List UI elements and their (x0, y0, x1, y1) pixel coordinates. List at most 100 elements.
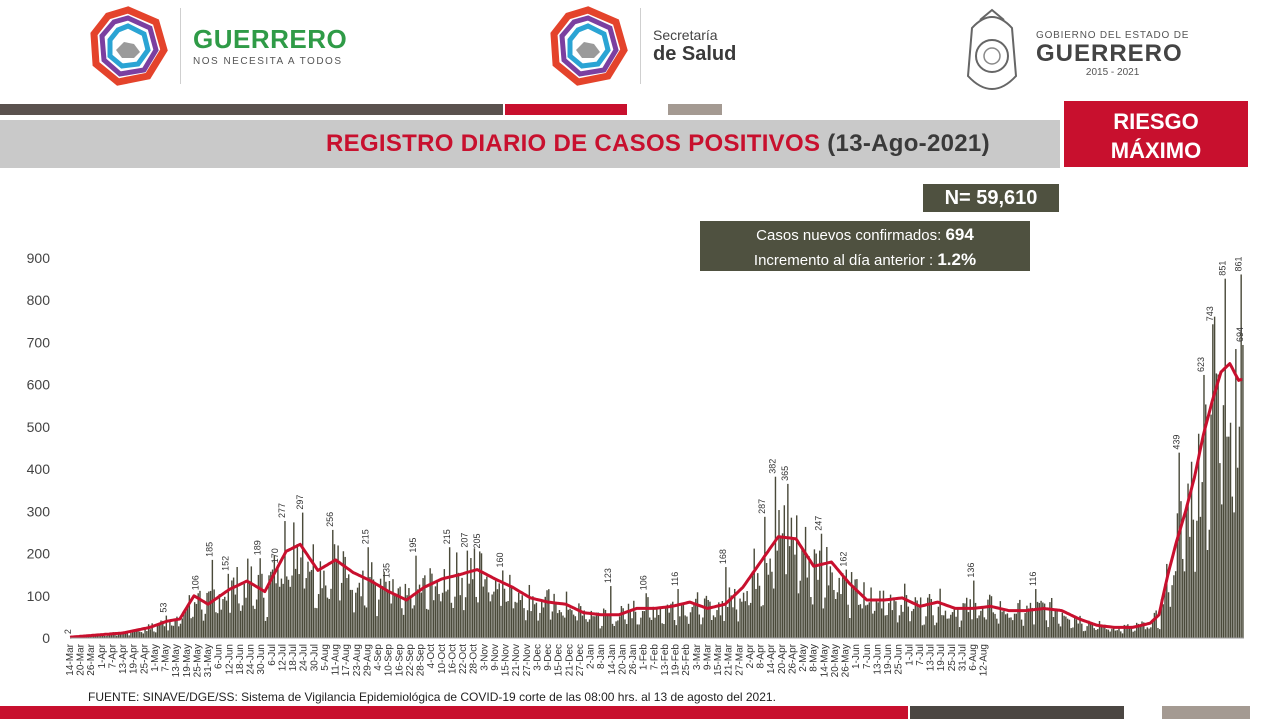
bar (1027, 608, 1030, 638)
bar (342, 551, 345, 638)
bar (707, 599, 709, 638)
bar (601, 625, 603, 638)
data-label: 106 (190, 575, 200, 590)
salud-logo-icon (550, 6, 628, 86)
bar (224, 596, 226, 638)
bar (381, 586, 384, 638)
data-label: 106 (638, 575, 648, 590)
bar (204, 613, 206, 638)
bar (1049, 602, 1051, 638)
bar (564, 617, 566, 638)
bar (544, 596, 546, 638)
bar (477, 602, 479, 638)
bar (829, 566, 832, 638)
bar (919, 597, 922, 638)
bar (813, 549, 816, 638)
bar (1012, 620, 1014, 638)
bar (597, 612, 600, 638)
bar (958, 627, 961, 638)
bar (263, 597, 265, 638)
bar (259, 558, 261, 638)
bar (454, 596, 456, 638)
x-tick-label: 15-Mar (713, 643, 724, 675)
data-label: 2 (63, 629, 73, 634)
x-tick-label: 22-Oct (458, 644, 469, 674)
bar (255, 599, 258, 638)
x-tick-label: 28-Sep (416, 644, 427, 677)
bar (643, 611, 646, 638)
bar (1029, 602, 1032, 638)
bar (471, 579, 474, 638)
x-tick-label: 2-May (798, 644, 809, 672)
bar (574, 616, 577, 638)
bar (307, 561, 309, 638)
divider (180, 8, 181, 84)
bar (907, 606, 909, 638)
bar (124, 631, 127, 638)
bar (186, 608, 189, 638)
bar (1047, 627, 1049, 638)
bar (135, 629, 137, 638)
bar (160, 620, 162, 638)
bar (999, 601, 1002, 638)
bar (227, 573, 230, 638)
bar (1040, 600, 1042, 638)
bar (425, 608, 428, 638)
bar (808, 556, 810, 638)
bar (691, 607, 693, 638)
bar (617, 620, 619, 638)
bar (749, 602, 752, 638)
bar (257, 574, 260, 638)
bar (555, 604, 557, 638)
bar (466, 550, 469, 638)
bar (1148, 628, 1150, 638)
bar (1010, 617, 1012, 638)
x-tick-label: 24-Jun (246, 644, 257, 675)
bar (969, 599, 971, 638)
bar (668, 612, 670, 638)
bar (348, 574, 350, 638)
y-tick-label: 0 (42, 630, 50, 646)
x-tick-label: 9-Nov (490, 644, 501, 671)
bar (638, 624, 640, 638)
bar (289, 586, 291, 638)
bar (494, 578, 497, 638)
bar (1095, 629, 1097, 638)
bar (718, 602, 720, 638)
bar (496, 589, 499, 638)
bar (981, 606, 984, 638)
bar (445, 591, 447, 638)
bar (753, 548, 755, 638)
bar (1135, 622, 1138, 638)
bar (762, 605, 764, 638)
bar (429, 568, 431, 638)
bar (1190, 461, 1193, 638)
bar (990, 596, 993, 638)
bar (510, 586, 513, 638)
x-tick-label: 21-Mar (724, 643, 735, 675)
bar (383, 572, 385, 638)
x-tick-label: 1-Jun (851, 644, 862, 669)
bar (503, 588, 506, 638)
bar (780, 537, 782, 638)
bar (142, 633, 145, 638)
bar (1086, 626, 1088, 638)
bar (1077, 623, 1079, 638)
bar (663, 623, 665, 638)
bar (739, 598, 741, 638)
bar (935, 622, 938, 638)
bar (811, 604, 814, 638)
x-tick-label: 18-Jun (235, 644, 246, 675)
bar (911, 611, 913, 638)
bar (420, 592, 423, 638)
bar (629, 611, 631, 638)
bar (838, 577, 840, 638)
bar (192, 616, 194, 638)
bar (271, 569, 274, 638)
bar (680, 603, 683, 638)
bar (581, 615, 584, 638)
bar (985, 619, 987, 638)
bar (1038, 602, 1041, 638)
bar (737, 621, 739, 638)
bar (284, 521, 286, 638)
